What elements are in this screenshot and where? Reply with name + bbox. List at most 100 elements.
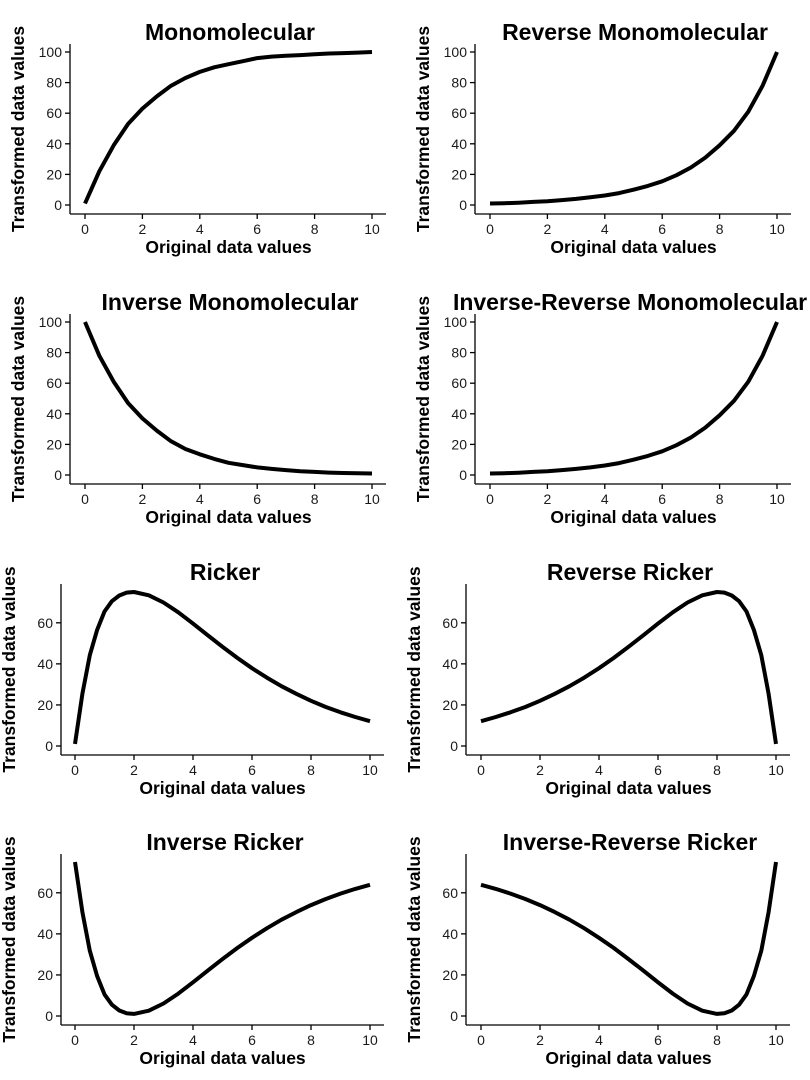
series-line (489, 51, 779, 206)
chart-panel: Inverse-Reverse Ricker 0 2 4 6 8 10 0 20 40 60 Orig… (404, 829, 790, 1068)
x-tick-label: 8 (713, 1032, 721, 1048)
x-tick-label: 2 (536, 762, 544, 778)
chart-title: Inverse-Reverse Ricker (503, 829, 757, 855)
y-tick-label: 20 (46, 436, 62, 452)
x-axis-label: Original data values (139, 778, 306, 798)
y-tick-label: 60 (46, 375, 62, 391)
x-axis-label: Original data values (139, 1048, 306, 1068)
x-tick-label: 2 (130, 762, 138, 778)
x-tick-label: 6 (658, 491, 666, 507)
x-tick-label: 10 (769, 221, 785, 237)
y-tick-label: 60 (442, 885, 458, 901)
chart-panel: Ricker 0 2 4 6 8 10 0 20 40 60 Original data values… (0, 559, 384, 798)
x-tick-label: 6 (658, 221, 666, 237)
series-line (489, 321, 779, 476)
y-tick-label: 80 (46, 345, 62, 361)
y-axis-label: Transformed data values (413, 296, 433, 502)
y-tick-label: 60 (451, 375, 467, 391)
x-axis-label: Original data values (545, 1048, 712, 1068)
chart-title: Reverse Monomolecular (502, 19, 768, 45)
y-tick-label: 40 (37, 926, 53, 942)
y-tick-label: 40 (46, 136, 62, 152)
y-tick-label: 60 (37, 885, 53, 901)
x-tick-label: 2 (544, 221, 552, 237)
x-tick-label: 10 (364, 221, 380, 237)
y-tick-label: 100 (39, 44, 63, 60)
series-line (480, 590, 778, 745)
y-axis-label: Transformed data values (0, 566, 19, 772)
x-tick-label: 0 (477, 1032, 485, 1048)
x-tick-label: 2 (544, 491, 552, 507)
y-tick-label: 20 (37, 697, 53, 713)
chart-title: Inverse Monomolecular (102, 289, 359, 315)
x-tick-label: 4 (595, 762, 603, 778)
x-tick-label: 6 (253, 491, 261, 507)
x-axis-label: Original data values (550, 507, 717, 527)
y-tick-label: 60 (451, 105, 467, 121)
x-tick-label: 8 (307, 1032, 315, 1048)
x-tick-label: 8 (307, 762, 315, 778)
x-tick-label: 0 (81, 221, 89, 237)
x-tick-label: 8 (713, 762, 721, 778)
x-tick-label: 4 (595, 1032, 603, 1048)
x-tick-label: 10 (768, 1032, 784, 1048)
x-tick-label: 10 (362, 1032, 378, 1048)
y-tick-label: 100 (444, 314, 468, 330)
x-tick-label: 6 (253, 221, 261, 237)
y-axis-label: Transformed data values (404, 836, 424, 1042)
chart-title: Inverse-Reverse Monomolecular (453, 289, 807, 315)
x-tick-label: 4 (601, 491, 609, 507)
x-tick-label: 0 (486, 491, 494, 507)
x-tick-label: 6 (654, 1032, 662, 1048)
y-tick-label: 0 (459, 197, 467, 213)
x-tick-label: 4 (196, 221, 204, 237)
x-tick-label: 0 (486, 221, 494, 237)
y-tick-label: 0 (45, 738, 53, 754)
y-tick-label: 20 (451, 436, 467, 452)
chart-panel: Inverse Ricker 0 2 4 6 8 10 0 20 40 60 Original dat… (0, 829, 384, 1068)
y-tick-label: 0 (459, 467, 467, 483)
x-tick-label: 6 (248, 762, 256, 778)
x-axis-label: Original data values (145, 237, 312, 257)
y-tick-label: 80 (451, 75, 467, 91)
chart-title: Ricker (190, 559, 260, 585)
x-tick-label: 0 (71, 1032, 79, 1048)
y-tick-label: 60 (46, 105, 62, 121)
series-line (83, 321, 373, 476)
x-tick-label: 2 (130, 1032, 138, 1048)
chart-title: Monomolecular (145, 19, 315, 45)
y-tick-label: 20 (37, 967, 53, 983)
series-line (83, 50, 373, 205)
x-axis-label: Original data values (545, 778, 712, 798)
y-tick-label: 20 (442, 697, 458, 713)
y-tick-label: 40 (451, 406, 467, 422)
chart-panel: Reverse Ricker 0 2 4 6 8 10 0 20 40 60 Original dat… (404, 559, 790, 798)
y-tick-label: 80 (451, 345, 467, 361)
y-axis-label: Transformed data values (8, 26, 28, 232)
x-tick-label: 8 (716, 221, 724, 237)
y-tick-label: 80 (46, 75, 62, 91)
y-tick-label: 40 (442, 656, 458, 672)
y-tick-label: 100 (39, 314, 63, 330)
x-tick-label: 4 (189, 1032, 197, 1048)
x-tick-label: 0 (81, 491, 89, 507)
x-tick-label: 10 (364, 491, 380, 507)
x-tick-label: 2 (139, 221, 147, 237)
series-line (73, 590, 371, 745)
x-tick-label: 8 (311, 221, 319, 237)
y-tick-label: 60 (37, 615, 53, 631)
x-tick-label: 10 (768, 762, 784, 778)
y-tick-label: 0 (54, 467, 62, 483)
x-tick-label: 6 (654, 762, 662, 778)
y-axis-label: Transformed data values (413, 26, 433, 232)
chart-title: Inverse Ricker (146, 829, 303, 855)
x-tick-label: 10 (362, 762, 378, 778)
x-axis-label: Original data values (145, 507, 312, 527)
y-tick-label: 40 (46, 406, 62, 422)
series-line (73, 861, 371, 1016)
